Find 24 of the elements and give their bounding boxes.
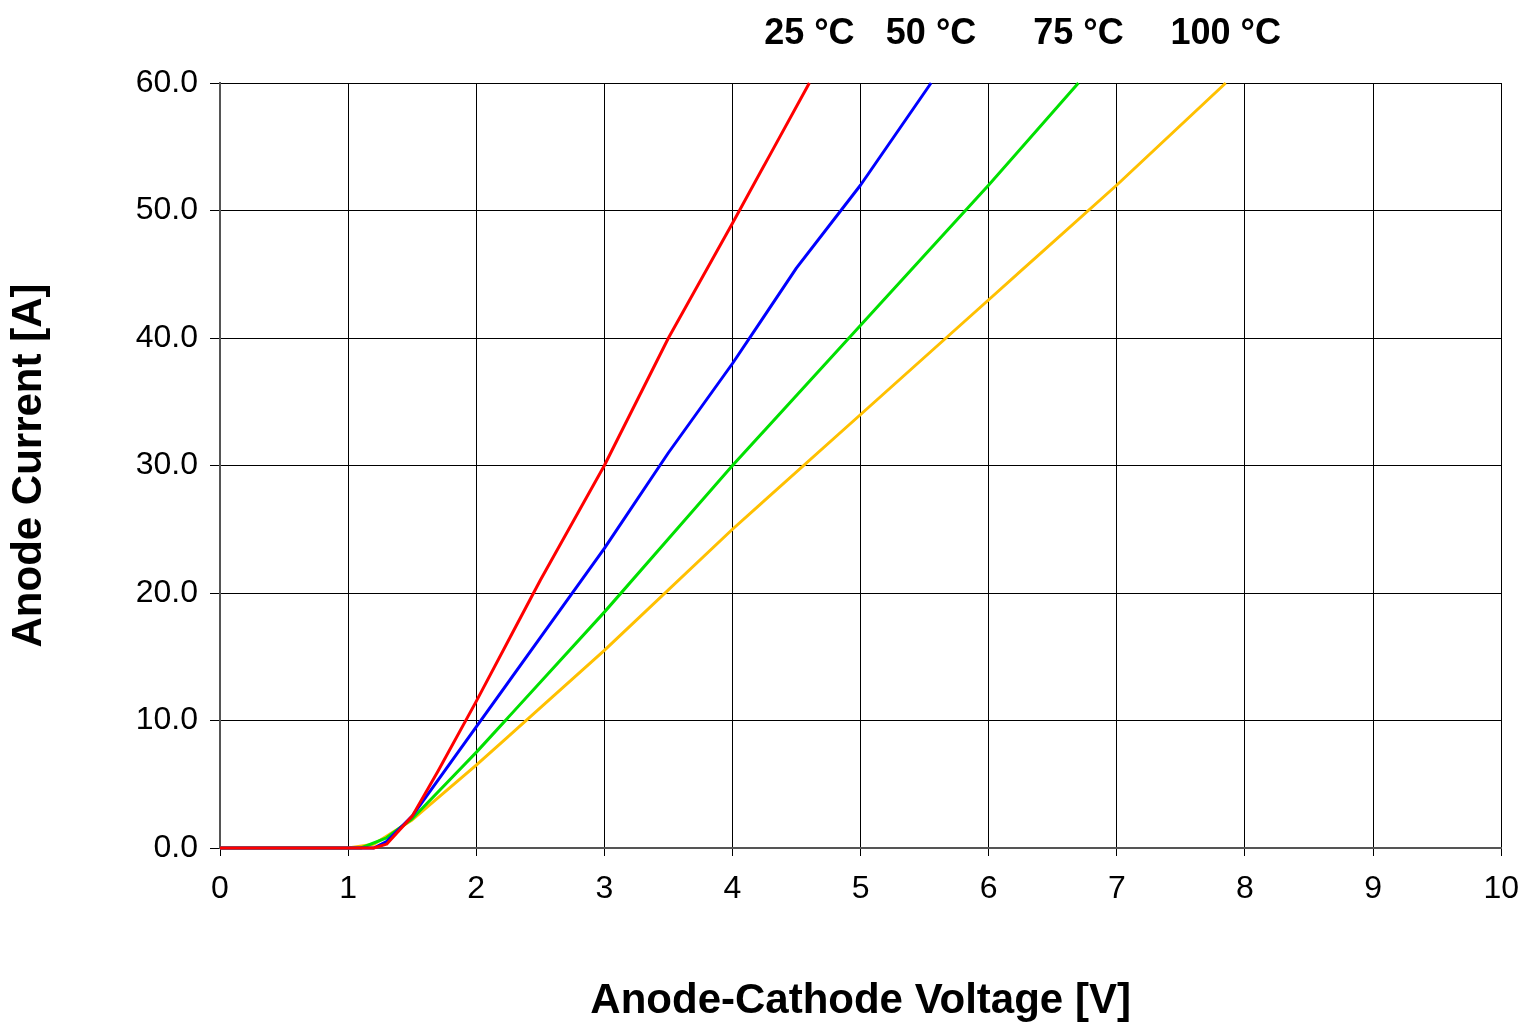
x-tick-label: 4 (723, 869, 742, 906)
y-tick-label: 30.0 (135, 445, 198, 482)
x-tick-label: 1 (339, 869, 358, 906)
x-tick-label: 7 (1107, 869, 1126, 906)
x-tick-label: 5 (851, 869, 870, 906)
y-tick-label: 50.0 (135, 190, 198, 227)
x-tick-label: 9 (1364, 869, 1382, 906)
y-tick-label: 0.0 (153, 827, 198, 864)
y-axis-title: Anode Current [A] (2, 283, 50, 648)
x-axis-title: Anode-Cathode Voltage [V] (590, 975, 1131, 1023)
y-tick-label: 40.0 (135, 317, 198, 354)
series-label: 25 °C (764, 10, 855, 52)
series-label: 75 °C (1033, 10, 1124, 52)
y-tick-label: 60.0 (135, 62, 198, 99)
series-label: 50 °C (885, 10, 977, 52)
x-tick-label: 8 (1236, 869, 1254, 906)
x-tick-label: 6 (979, 869, 998, 906)
series-label: 100 °C (1170, 10, 1281, 52)
x-tick-label: 2 (467, 869, 486, 906)
x-tick-label: 3 (595, 869, 614, 906)
x-tick-label: 10 (1483, 869, 1519, 906)
y-tick-label: 20.0 (135, 572, 198, 609)
x-tick-label: 0 (211, 869, 229, 906)
y-tick-label: 10.0 (135, 700, 198, 737)
